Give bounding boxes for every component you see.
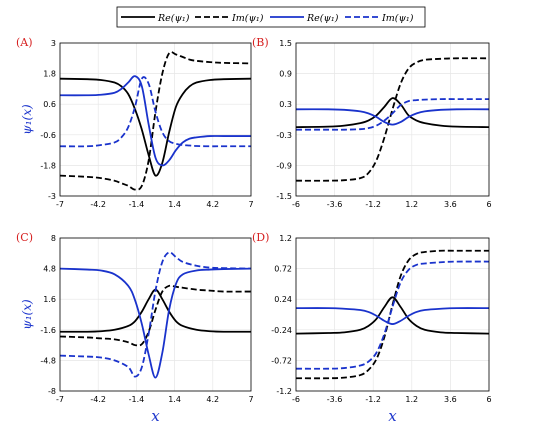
x-tick-label: 1.2 bbox=[405, 395, 418, 404]
series-line-3 bbox=[59, 75, 251, 167]
x-tick-label: -7 bbox=[56, 200, 64, 209]
x-tick-label: 1.2 bbox=[405, 200, 418, 209]
x-tick-label: 7 bbox=[248, 395, 253, 404]
series-line-1 bbox=[295, 97, 490, 129]
x-tick-label: -1.2 bbox=[365, 395, 381, 404]
y-tick-label: 8 bbox=[51, 234, 56, 243]
y-tick-label: -0.24 bbox=[271, 326, 292, 335]
series-line-3 bbox=[295, 108, 490, 126]
series-line-2 bbox=[295, 57, 490, 182]
y-tick-label: -8 bbox=[48, 387, 56, 396]
y-tick-label: 1.8 bbox=[43, 70, 56, 79]
panel-2: -6 -3.6 -1.2 1.2 3.6 6 -1.5 -0.9 -0.3 0.3 0.9 1.5 (B… bbox=[252, 36, 492, 209]
panel-label: (A) bbox=[16, 36, 33, 49]
series-line-2 bbox=[59, 51, 252, 191]
series-line-4 bbox=[296, 98, 489, 131]
x-tick-label: -6 bbox=[292, 200, 300, 209]
y-tick-label: -4.8 bbox=[40, 356, 56, 365]
panels: -7 -4.2 -1.4 1.4 4.2 7 -3 -1.8 -0.6 0.6 1.8 3 (A) ψ₁(… bbox=[16, 36, 492, 425]
y-axis-label: ψ₁(x) bbox=[20, 104, 34, 135]
x-tick-label: -1.2 bbox=[365, 200, 381, 209]
x-tick-label: 6 bbox=[486, 395, 491, 404]
y-tick-label: -0.3 bbox=[276, 131, 292, 140]
y-tick-label: 1.5 bbox=[279, 39, 292, 48]
x-tick-label: -4.2 bbox=[90, 395, 106, 404]
y-tick-label: -1.6 bbox=[40, 326, 56, 335]
series-line-2 bbox=[295, 249, 489, 380]
x-tick-label: -4.2 bbox=[90, 200, 106, 209]
y-tick-label: -1.5 bbox=[276, 192, 292, 201]
y-tick-label: -0.6 bbox=[40, 131, 56, 140]
y-tick-label: -1.2 bbox=[276, 387, 292, 396]
x-tick-label: 7 bbox=[248, 200, 253, 209]
y-tick-label: -1.8 bbox=[40, 161, 56, 170]
x-tick-label: -6 bbox=[292, 395, 300, 404]
plot-frame bbox=[59, 42, 252, 197]
x-tick-label: -3.6 bbox=[327, 200, 343, 209]
series-line-4 bbox=[59, 251, 252, 378]
x-axis-label: x bbox=[151, 407, 160, 425]
series-line-3 bbox=[295, 307, 490, 325]
x-tick-label: -3.6 bbox=[327, 395, 343, 404]
y-tick-label: 0.3 bbox=[279, 100, 292, 109]
panel-label: (C) bbox=[16, 231, 33, 244]
y-tick-label: 0.6 bbox=[43, 100, 56, 109]
x-tick-label: -7 bbox=[56, 395, 64, 404]
panel-3: -7 -4.2 -1.4 1.4 4.2 7 -8 -4.8 -1.6 1.6 4.8 8 (C) x ψ₁… bbox=[16, 231, 254, 425]
series-line-3 bbox=[59, 267, 252, 379]
y-tick-label: 0.24 bbox=[274, 295, 292, 304]
x-axis-label: x bbox=[388, 407, 397, 425]
x-tick-label: 1.4 bbox=[168, 395, 181, 404]
series-line-4 bbox=[295, 260, 490, 370]
y-tick-label: -0.72 bbox=[271, 356, 292, 365]
y-tick-label: 4.8 bbox=[43, 265, 56, 274]
y-axis-label: ψ₁(x) bbox=[20, 299, 34, 330]
legend: Re(ψ₁) Im(ψ₁) Re(ψ₁) Im(ψ₁) bbox=[116, 6, 426, 28]
panel-label: (D) bbox=[252, 231, 269, 244]
series-line-4 bbox=[59, 76, 251, 148]
series-line-2 bbox=[59, 284, 252, 347]
legend-label-3: Re(ψ₁) bbox=[306, 13, 339, 24]
y-tick-label: -3 bbox=[48, 192, 56, 201]
plot-frame bbox=[59, 237, 252, 392]
plot-frame bbox=[295, 42, 490, 197]
legend-label-2: Im(ψ₁) bbox=[231, 13, 264, 24]
x-tick-label: 6 bbox=[486, 200, 491, 209]
x-tick-label: -1.4 bbox=[129, 395, 145, 404]
y-tick-label: 1.6 bbox=[43, 295, 56, 304]
series-line-1 bbox=[59, 77, 252, 177]
x-tick-label: 3.6 bbox=[444, 200, 457, 209]
panel-label: (B) bbox=[252, 36, 269, 49]
legend-label-1: Re(ψ₁) bbox=[157, 13, 190, 24]
x-tick-label: 4.2 bbox=[206, 395, 219, 404]
panel-1: -7 -4.2 -1.4 1.4 4.2 7 -3 -1.8 -0.6 0.6 1.8 3 (A) ψ₁(… bbox=[16, 36, 254, 209]
y-tick-label: 0.9 bbox=[279, 70, 292, 79]
y-tick-label: 0.72 bbox=[274, 265, 292, 274]
x-tick-label: 3.6 bbox=[444, 395, 457, 404]
panel-4: -6 -3.6 -1.2 1.2 3.6 6 -1.2 -0.72 -0.24 0.24 0.72 1… bbox=[252, 231, 492, 425]
y-tick-label: 1.2 bbox=[279, 234, 292, 243]
y-tick-label: -0.9 bbox=[276, 161, 292, 170]
plot-frame bbox=[295, 237, 490, 392]
x-tick-label: 4.2 bbox=[206, 200, 219, 209]
y-tick-label: 3 bbox=[51, 39, 56, 48]
legend-label-4: Im(ψ₁) bbox=[381, 13, 414, 24]
x-tick-label: 1.4 bbox=[168, 200, 181, 209]
x-tick-label: -1.4 bbox=[129, 200, 145, 209]
series-line-1 bbox=[295, 296, 490, 335]
